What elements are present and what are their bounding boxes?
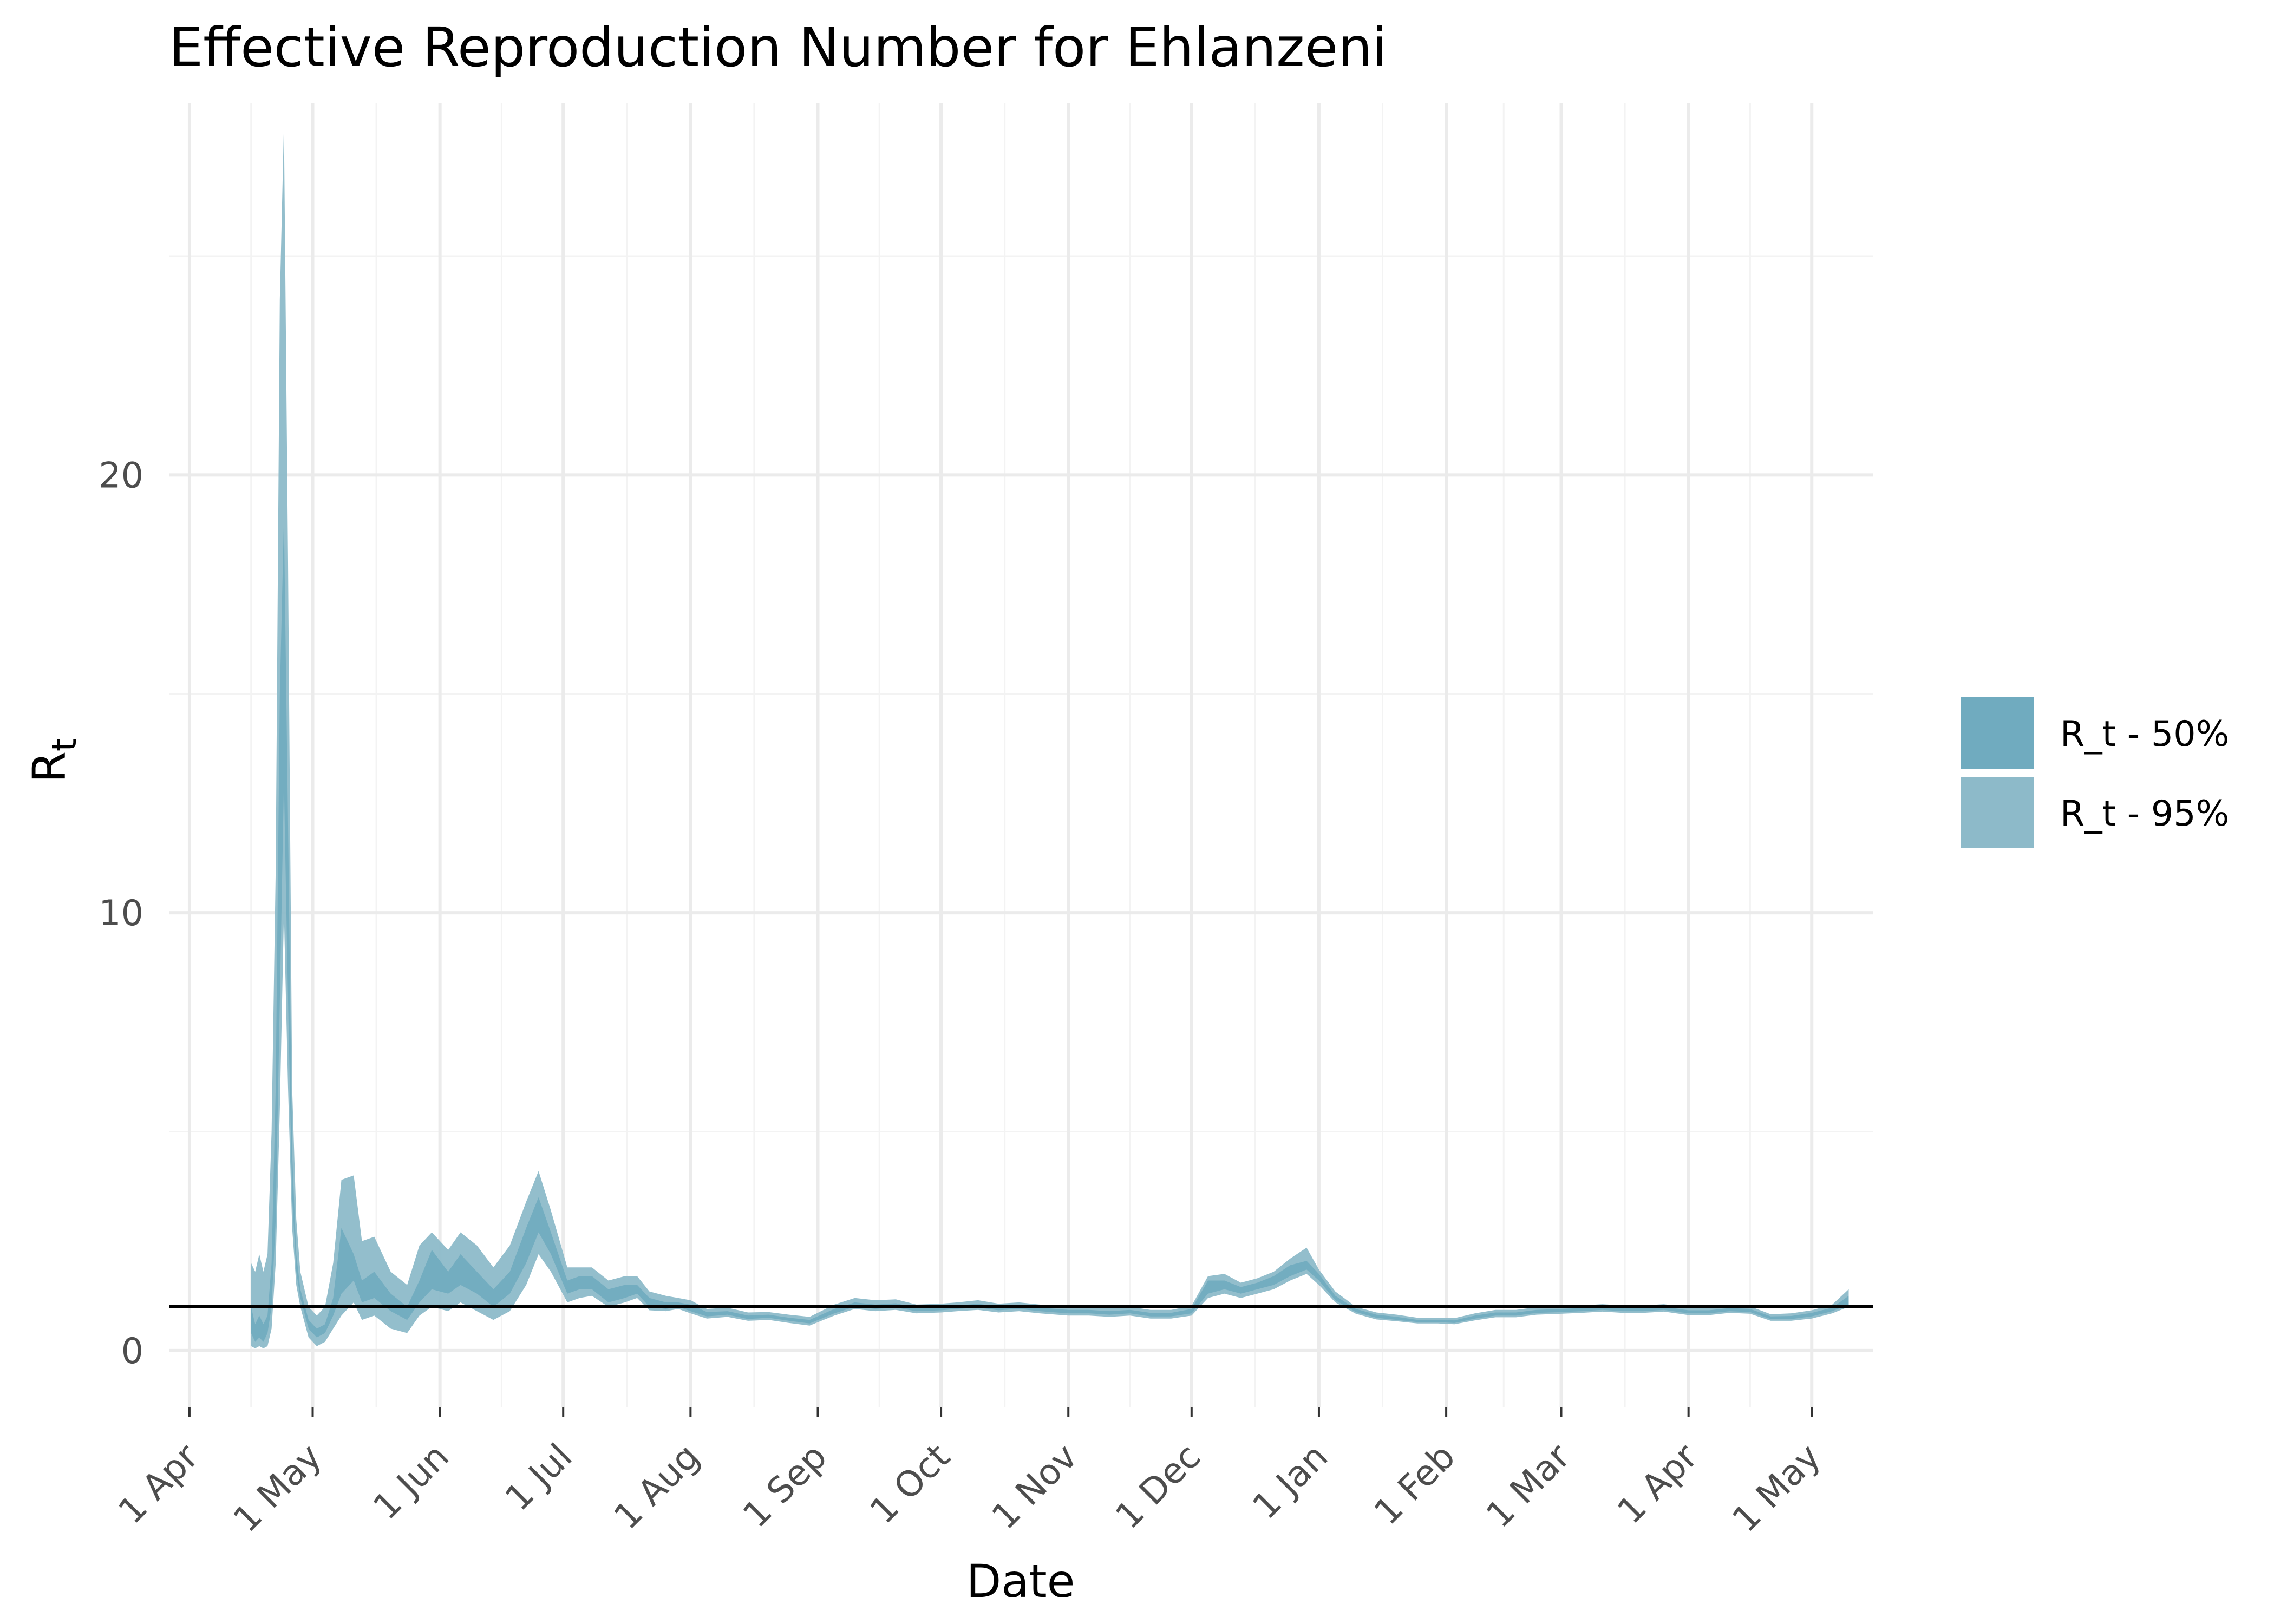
x-tick-label: 1 Oct [862,1436,958,1531]
ribbon-rt-50 [251,519,1849,1342]
legend-label: R_t - 50% [2060,714,2229,755]
legend-key-rt-50 [1961,697,2034,769]
y-axis-title: Rt [23,738,84,783]
x-tick-label: 1 Nov [984,1436,1086,1537]
x-tick-label: 1 Feb [1367,1436,1463,1533]
x-tick-label: 1 May [226,1436,330,1540]
y-axis-title-main: R [23,751,76,783]
x-tick-label: 1 Apr [111,1436,207,1532]
major-gridlines [169,103,1873,1407]
y-axis-ticks: 0 10 20 [99,455,143,1371]
y-tick-label: 0 [121,1331,143,1372]
x-tick-label: 1 Sep [735,1436,835,1536]
x-tick-label: 1 Jun [365,1436,457,1528]
ribbon-bands [251,125,1849,1348]
x-axis-ticks: 1 Apr 1 May 1 Jun 1 Jul 1 Aug 1 Sep 1 Oct 1 Nov… [111,1407,1829,1540]
minor-gridlines [169,103,1873,1407]
x-tick-label: 1 Aug [606,1436,708,1537]
y-tick-label: 10 [99,893,143,934]
y-axis-title-subscript: t [44,738,84,751]
x-tick-label: 1 Jan [1245,1436,1336,1527]
x-tick-label: 1 Mar [1479,1436,1578,1536]
ribbon-rt-95 [251,125,1849,1348]
legend: R_t - 50% R_t - 95% [1961,697,2229,848]
chart-title: Effective Reproduction Number for Ehlanz… [169,16,1387,79]
x-tick-label: 1 Dec [1108,1436,1208,1537]
y-tick-label: 20 [99,455,143,496]
x-tick-label: 1 Apr [1610,1436,1706,1532]
x-tick-label: 1 May [1725,1436,1829,1540]
legend-label: R_t - 95% [2060,794,2229,834]
legend-key-rt-95 [1961,777,2034,848]
x-axis-title: Date [966,1555,1075,1608]
x-tick-label: 1 Jul [498,1436,580,1518]
